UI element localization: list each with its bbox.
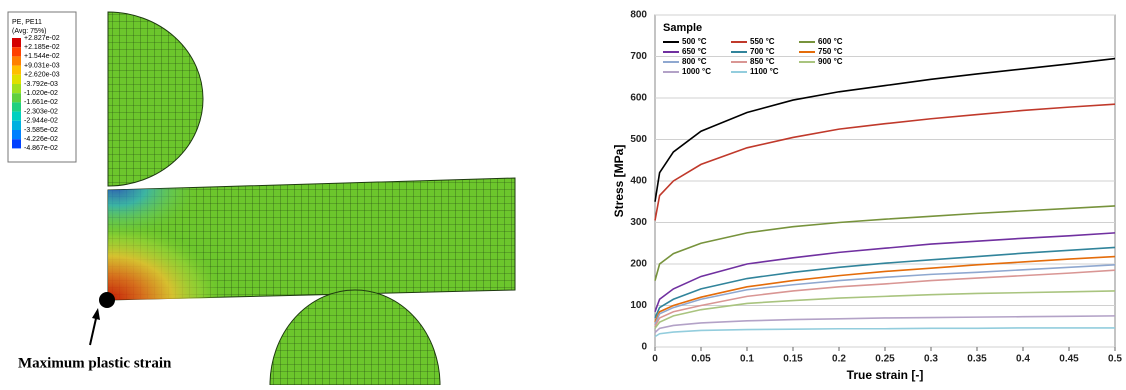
contour-swatch xyxy=(12,66,21,75)
contour-level: -3.792e-03 xyxy=(24,81,58,88)
contour-level: -1.020e-02 xyxy=(24,90,58,97)
contour-level: -2.303e-02 xyxy=(24,108,58,115)
y-tick-label: 700 xyxy=(630,51,647,62)
legend-label: 600 °C xyxy=(818,37,843,46)
y-axis-label: Stress [MPa] xyxy=(612,145,626,218)
contour-level: -4.226e-02 xyxy=(24,136,58,143)
legend-label: 650 °C xyxy=(682,47,707,56)
max-strain-point xyxy=(99,292,115,308)
contour-title: PE, PE11 xyxy=(12,19,42,26)
legend-label: 1000 °C xyxy=(682,67,711,76)
legend-title: Sample xyxy=(663,22,702,34)
upper-roller xyxy=(108,12,203,186)
x-tick-label: 0.4 xyxy=(1016,354,1030,365)
contour-swatch xyxy=(12,130,21,139)
contour-swatch xyxy=(12,84,21,93)
lower-roller xyxy=(270,290,440,385)
contour-level: +2.185e-02 xyxy=(24,44,60,51)
y-tick-label: 200 xyxy=(630,259,647,270)
contour-swatch xyxy=(12,112,21,121)
y-tick-label: 100 xyxy=(630,300,647,311)
contour-swatch xyxy=(12,75,21,84)
contour-subtitle: (Avg: 75%) xyxy=(12,28,47,35)
x-axis-label: True strain [-] xyxy=(847,368,924,382)
contour-level: +1.544e-02 xyxy=(24,53,60,60)
legend-label: 550 °C xyxy=(750,37,775,46)
y-tick-label: 500 xyxy=(630,134,647,145)
contour-swatch xyxy=(12,139,21,148)
x-tick-label: 0 xyxy=(652,354,658,365)
arrow-head xyxy=(92,308,100,320)
contour-level: -4.867e-02 xyxy=(24,145,58,152)
legend-label: 750 °C xyxy=(818,47,843,56)
x-tick-label: 0.05 xyxy=(691,354,711,365)
contour-level: +2.620e-03 xyxy=(24,72,60,79)
x-tick-label: 0.35 xyxy=(967,354,987,365)
y-tick-label: 800 xyxy=(630,10,647,21)
contour-level: -3.585e-02 xyxy=(24,127,58,134)
contour-level: -1.661e-02 xyxy=(24,99,58,106)
legend-label: 1100 °C xyxy=(750,67,779,76)
contour-swatch xyxy=(12,121,21,130)
x-tick-label: 0.5 xyxy=(1108,354,1122,365)
y-tick-label: 0 xyxy=(641,342,647,353)
y-tick-label: 400 xyxy=(630,176,647,187)
legend-label: 700 °C xyxy=(750,47,775,56)
figure: Maximum plastic strain PE, PE11 (Avg: 75… xyxy=(0,0,1126,385)
x-tick-label: 0.25 xyxy=(875,354,895,365)
contour-swatch xyxy=(12,56,21,65)
legend-label: 900 °C xyxy=(818,57,843,66)
legend-label: 800 °C xyxy=(682,57,707,66)
contour-level: +9.031e-03 xyxy=(24,62,60,69)
contour-level: -2.944e-02 xyxy=(24,118,58,125)
x-tick-label: 0.2 xyxy=(832,354,846,365)
x-tick-label: 0.3 xyxy=(924,354,938,365)
y-tick-label: 600 xyxy=(630,93,647,104)
x-tick-label: 0.1 xyxy=(740,354,754,365)
contour-swatch xyxy=(12,102,21,111)
legend-label: 850 °C xyxy=(750,57,775,66)
x-tick-label: 0.15 xyxy=(783,354,803,365)
y-tick-label: 300 xyxy=(630,217,647,228)
legend-label: 500 °C xyxy=(682,37,707,46)
annotation: Maximum plastic strain xyxy=(18,355,172,371)
contour-swatch xyxy=(12,38,21,47)
contour-level: +2.827e-02 xyxy=(24,35,60,42)
contour-swatch xyxy=(12,47,21,56)
contour-swatch xyxy=(12,93,21,102)
fe-model: Maximum plastic strain PE, PE11 (Avg: 75… xyxy=(8,12,515,385)
x-tick-label: 0.45 xyxy=(1059,354,1079,365)
